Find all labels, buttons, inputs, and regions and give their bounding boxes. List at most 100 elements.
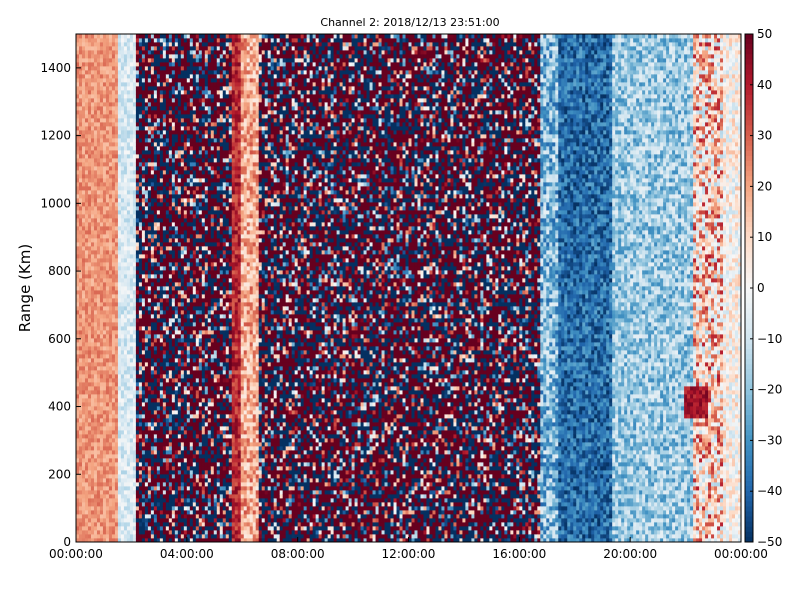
heatmap-cell (190, 526, 193, 530)
heatmap-cell (169, 242, 172, 246)
heatmap-cell (160, 474, 163, 478)
heatmap-cell (169, 230, 172, 234)
heatmap-cell (79, 322, 82, 326)
heatmap-cell (157, 50, 160, 54)
heatmap-cell (79, 198, 82, 202)
heatmap-cell (82, 262, 85, 266)
heatmap-cell (94, 478, 97, 482)
heatmap-cell (94, 282, 97, 286)
heatmap-cell (136, 454, 139, 458)
heatmap-cell (94, 398, 97, 402)
heatmap-cell (145, 114, 148, 118)
heatmap-cell (121, 102, 124, 106)
heatmap-cell (106, 126, 109, 130)
heatmap-cell (106, 262, 109, 266)
heatmap-cell (85, 430, 88, 434)
heatmap-cell (115, 458, 118, 462)
heatmap-cell (127, 62, 130, 66)
heatmap-cell (127, 238, 130, 242)
heatmap-cell (79, 102, 82, 106)
heatmap-cell (133, 502, 136, 506)
heatmap-cell (127, 198, 130, 202)
heatmap-cell (187, 394, 190, 398)
heatmap-cell (160, 334, 163, 338)
heatmap-cell (130, 126, 133, 130)
heatmap-cell (94, 294, 97, 298)
heatmap-cell (172, 178, 175, 182)
heatmap-cell (157, 378, 160, 382)
heatmap-cell (184, 390, 187, 394)
heatmap-cell (142, 190, 145, 194)
heatmap-cell (151, 54, 154, 58)
heatmap-cell (85, 354, 88, 358)
heatmap-cell (175, 58, 178, 62)
heatmap-cell (172, 206, 175, 210)
heatmap-cell (142, 302, 145, 306)
heatmap-cell (142, 506, 145, 510)
heatmap-cell (154, 146, 157, 150)
heatmap-cell (148, 250, 151, 254)
heatmap-cell (97, 302, 100, 306)
heatmap-cell (178, 298, 181, 302)
heatmap-cell (187, 514, 190, 518)
heatmap-cell (154, 338, 157, 342)
heatmap-cell (160, 290, 163, 294)
heatmap-cell (127, 362, 130, 366)
heatmap-cell (130, 170, 133, 174)
heatmap-cell (178, 506, 181, 510)
heatmap-cell (91, 402, 94, 406)
y-axis-label: Range (Km) (16, 244, 34, 332)
heatmap-cell (100, 406, 103, 410)
heatmap-cell (100, 178, 103, 182)
heatmap-cell (133, 386, 136, 390)
heatmap-cell (76, 86, 79, 90)
heatmap-cell (88, 206, 91, 210)
heatmap-cell (130, 98, 133, 102)
heatmap-cell (154, 102, 157, 106)
heatmap-cell (160, 486, 163, 490)
heatmap-cell (85, 158, 88, 162)
heatmap-cell (106, 142, 109, 146)
heatmap-cell (181, 126, 184, 130)
heatmap-cell (154, 246, 157, 250)
heatmap-cell (148, 82, 151, 86)
heatmap-cell (130, 70, 133, 74)
heatmap-cell (91, 422, 94, 426)
heatmap-cell (85, 502, 88, 506)
heatmap-cell (145, 294, 148, 298)
heatmap-cell (142, 138, 145, 142)
heatmap-cell (166, 222, 169, 226)
heatmap-cell (151, 238, 154, 242)
heatmap-cell (97, 394, 100, 398)
heatmap-cell (94, 270, 97, 274)
heatmap-cell (133, 334, 136, 338)
heatmap-cell (121, 214, 124, 218)
heatmap-cell (157, 86, 160, 90)
heatmap-cell (142, 282, 145, 286)
heatmap-cell (145, 410, 148, 414)
heatmap-cell (82, 434, 85, 438)
heatmap-cell (187, 230, 190, 234)
heatmap-cell (160, 110, 163, 114)
heatmap-cell (88, 82, 91, 86)
heatmap-cell (175, 518, 178, 522)
heatmap-cell (181, 530, 184, 534)
heatmap-cell (124, 394, 127, 398)
heatmap-cell (163, 342, 166, 346)
heatmap-cell (157, 198, 160, 202)
heatmap-cell (88, 498, 91, 502)
heatmap-cell (88, 382, 91, 386)
heatmap-cell (124, 218, 127, 222)
heatmap-cell (112, 70, 115, 74)
heatmap-cell (163, 190, 166, 194)
heatmap-cell (139, 346, 142, 350)
heatmap-cell (139, 486, 142, 490)
heatmap-cell (94, 38, 97, 42)
heatmap-cell (100, 514, 103, 518)
heatmap-cell (142, 314, 145, 318)
heatmap-cell (127, 338, 130, 342)
heatmap-cell (103, 414, 106, 418)
heatmap-cell (106, 102, 109, 106)
heatmap-cell (166, 386, 169, 390)
heatmap-cell (178, 350, 181, 354)
